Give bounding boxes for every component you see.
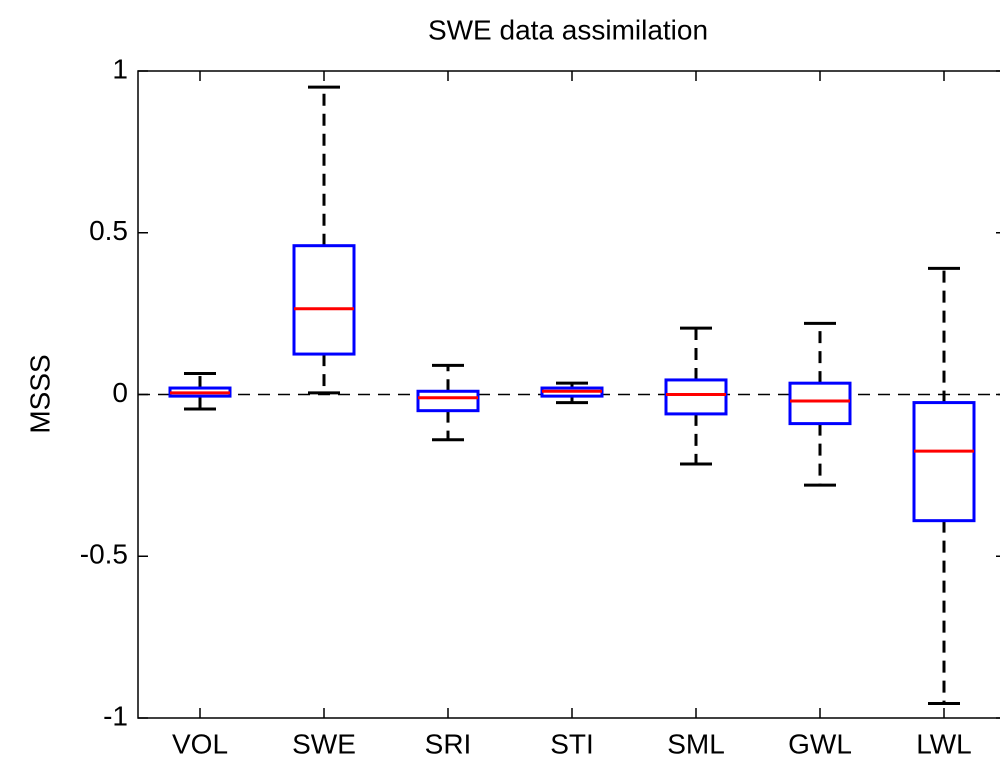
y-axis-label: MSSS [24, 354, 55, 433]
x-tick-label: GWL [788, 728, 852, 759]
y-tick-label: 0.5 [89, 215, 128, 246]
box [912, 401, 976, 523]
box [416, 389, 480, 413]
y-tick-label: 0 [112, 377, 128, 408]
x-tick-label: SML [667, 728, 725, 759]
x-tick-label: SWE [292, 728, 356, 759]
box [664, 378, 728, 416]
box [292, 244, 356, 356]
x-tick-label: STI [550, 728, 594, 759]
chart-title: SWE data assimilation [428, 14, 708, 45]
x-tick-label: VOL [172, 728, 228, 759]
y-tick-label: -0.5 [80, 539, 128, 570]
x-tick-label: LWL [916, 728, 972, 759]
x-tick-label: SRI [425, 728, 472, 759]
box [788, 381, 852, 426]
y-tick-label: 1 [112, 53, 128, 84]
y-tick-label: -1 [103, 700, 128, 731]
